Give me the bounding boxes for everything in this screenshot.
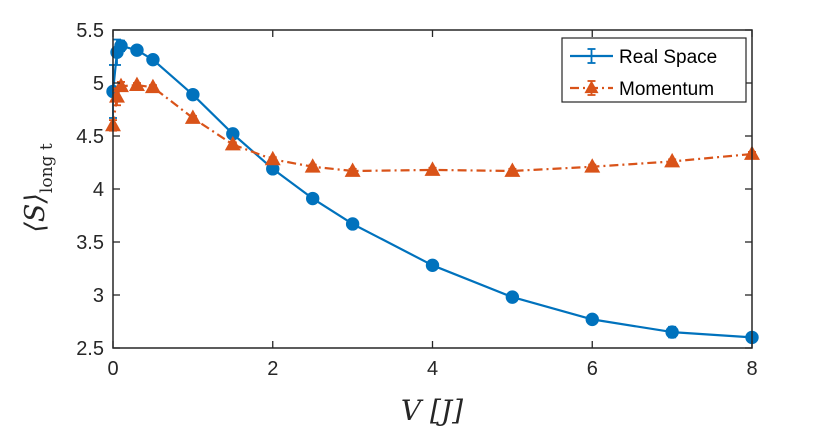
data-point — [504, 162, 521, 177]
series-0 — [106, 38, 759, 345]
y-tick-label: 3 — [93, 285, 104, 307]
data-point — [664, 152, 681, 168]
x-tick-label: 4 — [427, 358, 438, 380]
data-point — [304, 158, 321, 173]
data-point — [345, 217, 360, 231]
data-point — [130, 43, 144, 57]
y-axis-title-main: ⟨S⟩ — [20, 193, 51, 233]
y-axis-title-group: ⟨S⟩long t — [20, 143, 57, 232]
data-point — [113, 77, 129, 93]
x-tick-label: 2 — [267, 358, 278, 380]
data-point — [144, 78, 161, 94]
data-point — [305, 191, 320, 206]
data-point — [114, 39, 128, 53]
x-tick-label: 6 — [587, 358, 598, 380]
data-point — [665, 325, 679, 339]
y-tick-label: 3.5 — [76, 232, 104, 254]
legend-marker — [584, 80, 599, 94]
series-layer — [105, 38, 760, 345]
data-point — [425, 258, 440, 273]
data-point — [344, 162, 361, 177]
legend: Real Space Momentum — [561, 37, 747, 103]
x-tick-label: 0 — [107, 358, 118, 380]
y-tick-label: 4 — [93, 179, 104, 201]
data-point — [146, 52, 160, 67]
data-point — [584, 158, 601, 173]
x-axis-title: V [J] — [401, 394, 463, 427]
data-point — [224, 135, 241, 151]
data-point — [264, 150, 281, 166]
y-axis-title: ⟨S⟩long t — [20, 143, 57, 232]
data-point — [128, 76, 145, 92]
data-point — [505, 290, 520, 304]
y-tick-label: 5.5 — [76, 20, 104, 42]
y-axis-title-subscript: long t — [37, 143, 57, 193]
y-tick-label: 2.5 — [76, 338, 104, 360]
series-1 — [105, 76, 760, 177]
legend-entry-momentum: Momentum — [570, 79, 714, 100]
x-tick-label: 8 — [746, 358, 757, 380]
y-tick-label: 4.5 — [76, 126, 104, 148]
legend-entry-real-space: Real Space — [570, 47, 717, 68]
data-point — [585, 312, 599, 327]
data-point — [424, 161, 441, 176]
y-tick-label: 5 — [93, 73, 104, 95]
legend-label: Momentum — [619, 79, 714, 100]
data-point — [184, 109, 201, 124]
data-point — [186, 87, 200, 102]
x-axis: 0 2 4 6 8 — [107, 30, 758, 380]
legend-label: Real Space — [619, 47, 717, 68]
